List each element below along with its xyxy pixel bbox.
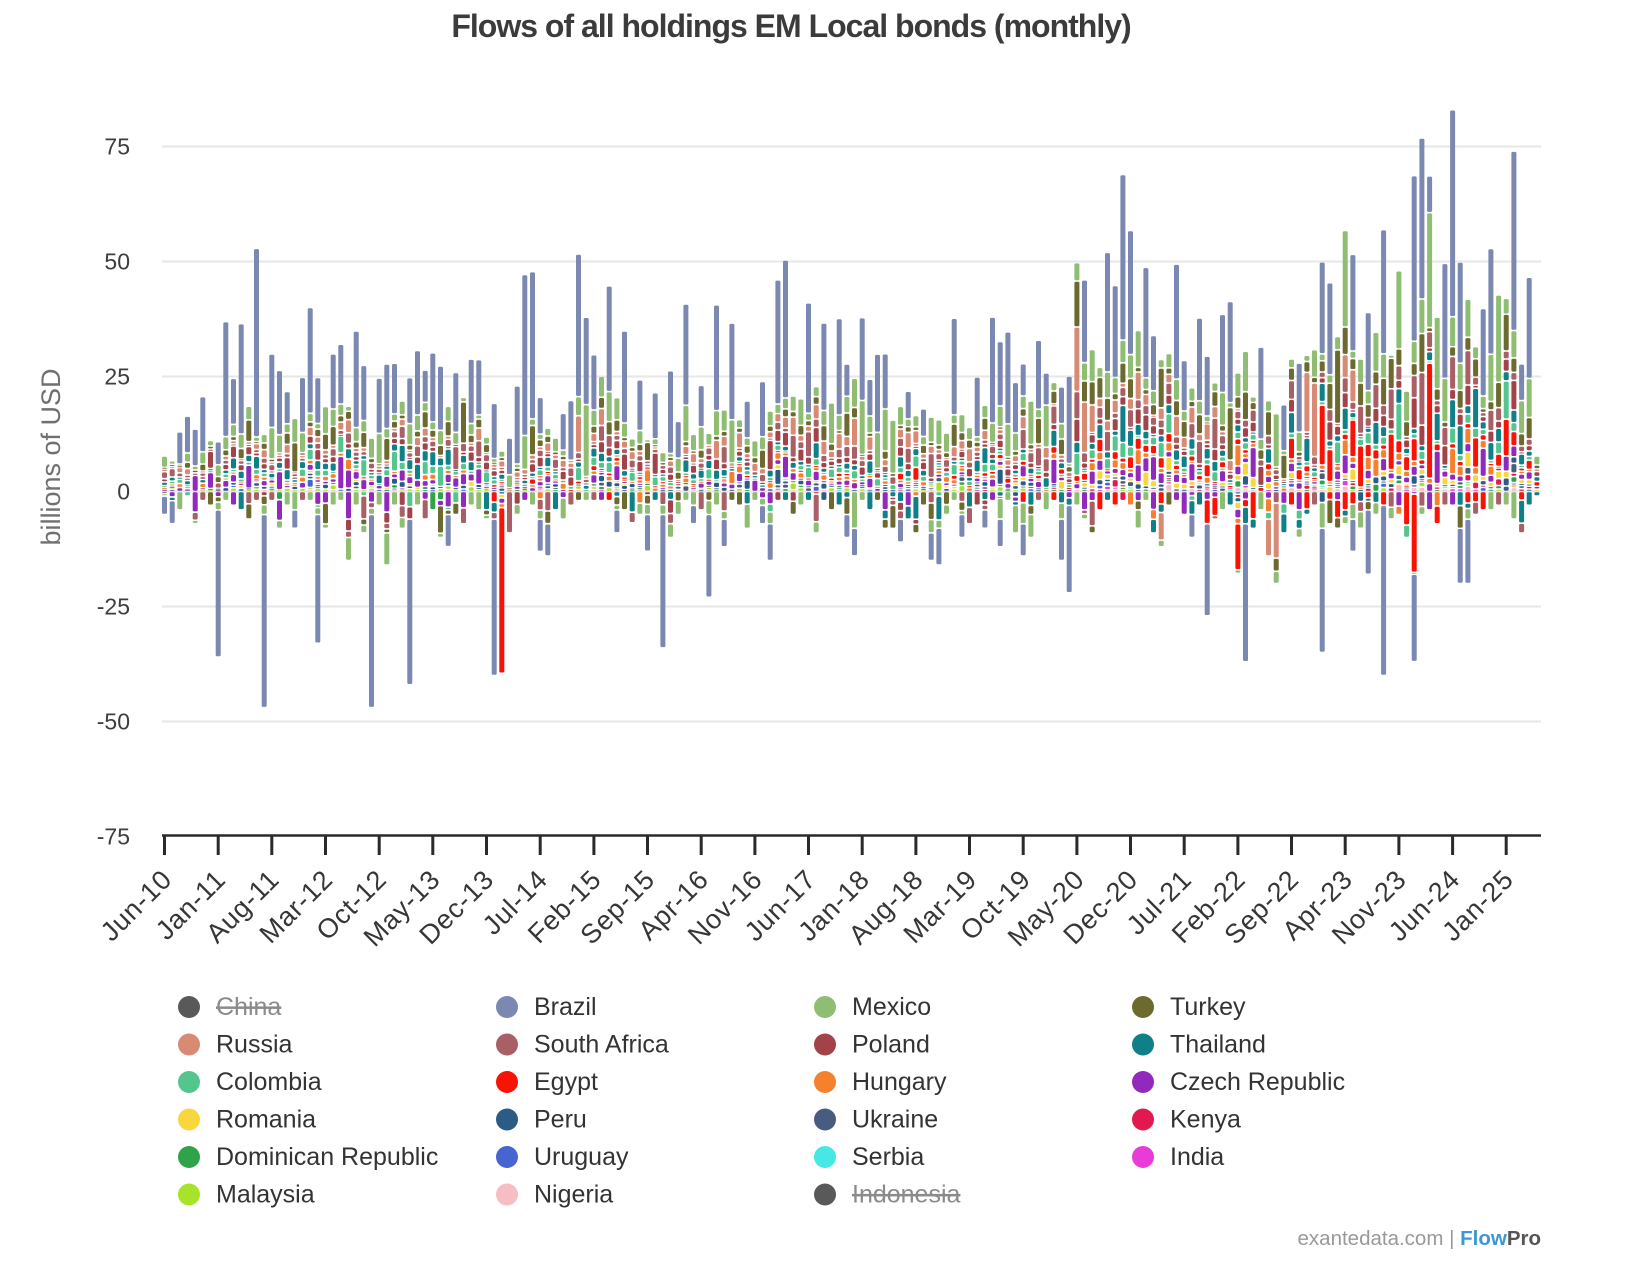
svg-text:Thailand: Thailand xyxy=(1170,1031,1266,1059)
svg-text:Malaysia: Malaysia xyxy=(216,1181,315,1209)
svg-text:Mexico: Mexico xyxy=(852,993,931,1021)
svg-text:billions of USD: billions of USD xyxy=(36,368,66,545)
svg-text:Hungary: Hungary xyxy=(852,1068,947,1096)
svg-text:50: 50 xyxy=(104,249,130,275)
svg-text:South Africa: South Africa xyxy=(534,1031,669,1059)
svg-text:Czech Republic: Czech Republic xyxy=(1170,1068,1345,1096)
svg-text:Nigeria: Nigeria xyxy=(534,1181,613,1209)
svg-text:25: 25 xyxy=(104,364,130,390)
svg-text:Romania: Romania xyxy=(216,1106,316,1134)
svg-text:Flows of all holdings EM Local: Flows of all holdings EM Local bonds (mo… xyxy=(451,8,1131,44)
svg-text:Dominican Republic: Dominican Republic xyxy=(216,1143,438,1171)
svg-text:Turkey: Turkey xyxy=(1170,993,1246,1021)
svg-text:India: India xyxy=(1170,1143,1224,1171)
svg-text:Peru: Peru xyxy=(534,1106,587,1134)
svg-text:exantedata.com | FlowPro: exantedata.com | FlowPro xyxy=(1298,1227,1541,1250)
svg-text:-25: -25 xyxy=(97,594,130,620)
svg-text:Brazil: Brazil xyxy=(534,993,597,1021)
svg-text:-50: -50 xyxy=(97,709,130,735)
svg-text:-75: -75 xyxy=(97,824,130,850)
svg-text:Uruguay: Uruguay xyxy=(534,1143,629,1171)
svg-text:Kenya: Kenya xyxy=(1170,1106,1241,1134)
svg-text:75: 75 xyxy=(104,134,130,160)
svg-text:China: China xyxy=(216,993,281,1021)
svg-text:Poland: Poland xyxy=(852,1031,930,1059)
svg-text:0: 0 xyxy=(117,479,130,505)
svg-text:Serbia: Serbia xyxy=(852,1143,924,1171)
svg-text:Russia: Russia xyxy=(216,1031,293,1059)
svg-text:Indonesia: Indonesia xyxy=(852,1181,961,1209)
svg-text:Egypt: Egypt xyxy=(534,1068,598,1096)
svg-text:Colombia: Colombia xyxy=(216,1068,322,1096)
svg-text:Ukraine: Ukraine xyxy=(852,1106,938,1134)
